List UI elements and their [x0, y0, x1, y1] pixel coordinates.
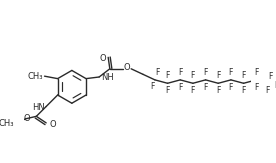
Text: F: F	[254, 68, 258, 77]
Text: F: F	[203, 68, 208, 77]
Text: F: F	[274, 81, 276, 90]
Text: CH₃: CH₃	[27, 72, 43, 81]
Text: F: F	[191, 86, 195, 95]
Text: F: F	[229, 83, 233, 92]
Text: F: F	[269, 72, 273, 81]
Text: NH: NH	[101, 73, 113, 82]
Text: F: F	[216, 71, 221, 80]
Text: O: O	[49, 120, 56, 129]
Text: F: F	[203, 83, 208, 92]
Text: F: F	[254, 83, 258, 92]
Text: F: F	[265, 86, 269, 95]
Text: F: F	[242, 86, 246, 95]
Text: F: F	[150, 82, 155, 91]
Text: O: O	[100, 54, 107, 63]
Text: F: F	[242, 71, 246, 80]
Text: F: F	[216, 86, 221, 95]
Text: F: F	[229, 68, 233, 77]
Text: F: F	[178, 83, 182, 92]
Text: O: O	[124, 63, 130, 72]
Text: F: F	[155, 68, 160, 77]
Text: F: F	[165, 71, 170, 80]
Text: F: F	[178, 68, 182, 77]
Text: HN: HN	[32, 103, 44, 112]
Text: F: F	[165, 86, 170, 95]
Text: CH₃: CH₃	[0, 119, 14, 128]
Text: O: O	[23, 114, 30, 123]
Text: F: F	[191, 71, 195, 80]
